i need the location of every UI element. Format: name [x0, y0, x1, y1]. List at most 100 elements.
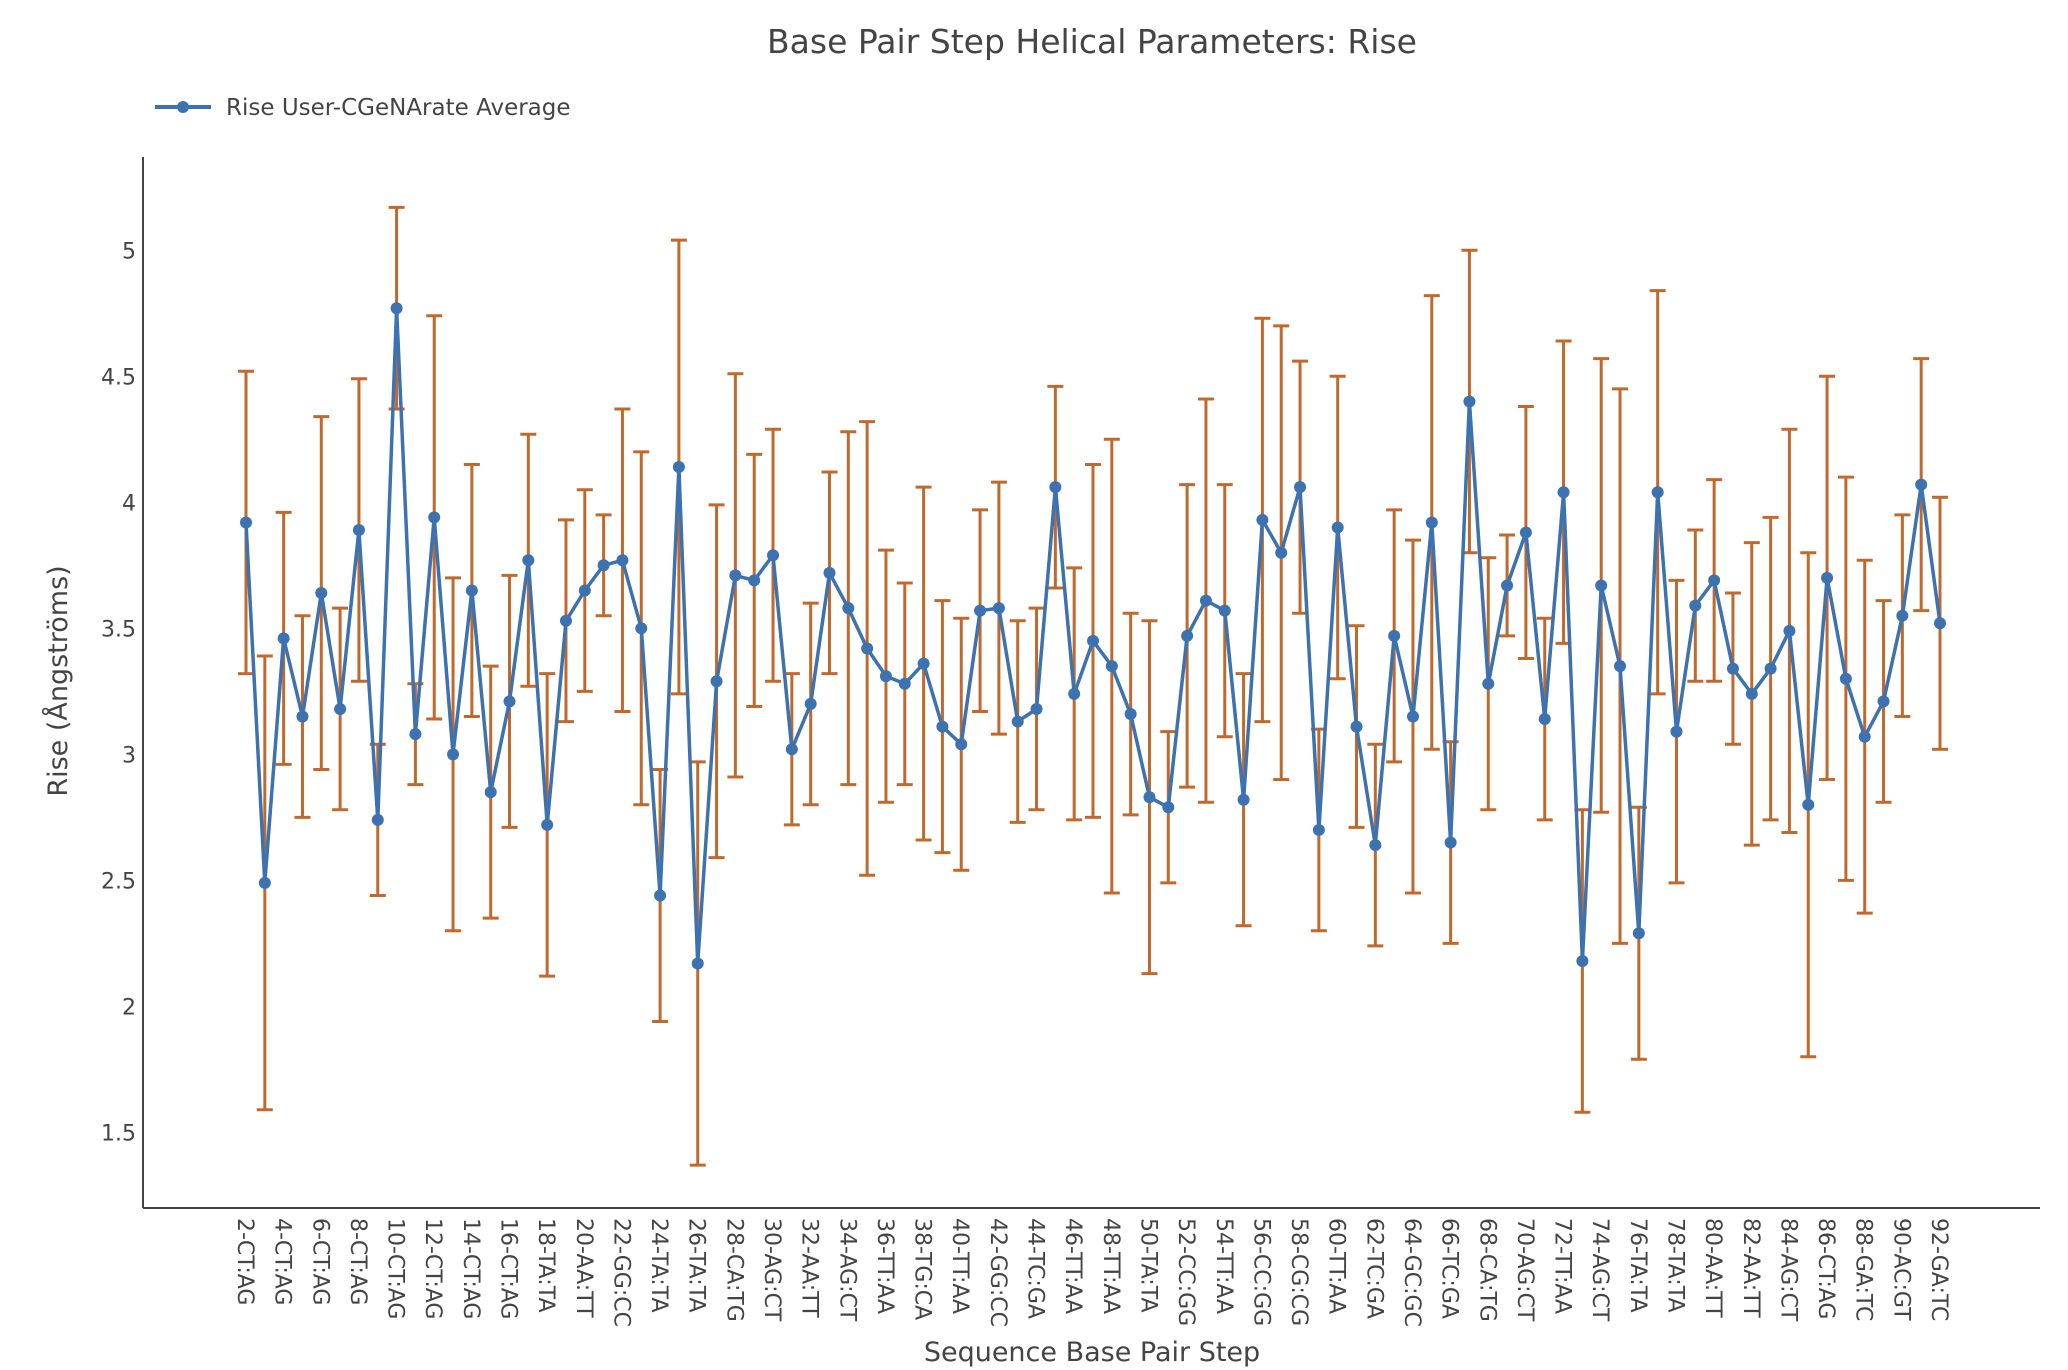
legend-marker-swatch	[177, 101, 189, 113]
data-point	[409, 728, 422, 741]
data-point	[785, 743, 798, 756]
x-tick-label: 48-TT:AA	[1098, 1218, 1123, 1314]
x-tick-label: 46-TT:AA	[1060, 1218, 1085, 1314]
data-point	[1199, 594, 1212, 607]
x-tick-label: 6-CT:AG	[307, 1218, 332, 1305]
y-tick-label: 4	[122, 491, 136, 516]
x-tick-label: 4-CT:AG	[270, 1218, 295, 1305]
data-point	[1670, 725, 1683, 738]
data-point	[1915, 478, 1928, 491]
data-point	[955, 738, 968, 751]
data-point	[1783, 624, 1796, 637]
legend-label: Rise User-CGeNArate Average	[226, 95, 571, 121]
data-point	[710, 675, 723, 688]
x-tick-label: 36-TT:AA	[872, 1218, 897, 1314]
x-tick-label: 12-CT:AG	[420, 1218, 445, 1319]
x-tick-label: 24-TA:TA	[646, 1218, 671, 1313]
data-point	[1896, 609, 1909, 622]
data-point	[1388, 629, 1401, 642]
data-point	[1463, 395, 1476, 408]
data-point	[672, 461, 685, 474]
data-point	[1839, 672, 1852, 685]
x-tick-label: 54-TT:AA	[1211, 1218, 1236, 1314]
x-tick-label: 28-CA:TG	[721, 1218, 746, 1322]
data-point	[804, 697, 817, 710]
data-point	[465, 584, 478, 597]
data-point	[1745, 687, 1758, 700]
data-point	[1557, 486, 1570, 499]
x-tick-label: 92-GA:TC	[1926, 1218, 1951, 1321]
data-point	[1105, 660, 1118, 673]
data-point	[578, 584, 591, 597]
data-point	[1369, 839, 1382, 852]
data-point	[315, 587, 328, 600]
x-tick-label: 18-TA:TA	[533, 1218, 558, 1313]
x-tick-label: 62-TC:GA	[1361, 1218, 1386, 1319]
data-point	[447, 748, 460, 761]
x-tick-label: 82-AA:TT	[1738, 1218, 1763, 1318]
x-tick-label: 70-AG:CT	[1512, 1218, 1537, 1322]
data-point	[1821, 571, 1834, 584]
data-point	[1237, 793, 1250, 806]
x-tick-label: 40-TT:AA	[947, 1218, 972, 1314]
x-tick-label: 44-TC:GA	[1023, 1218, 1048, 1319]
data-point	[974, 604, 987, 617]
y-tick-label: 1.5	[101, 1121, 136, 1146]
x-tick-label: 78-TA:TA	[1662, 1218, 1687, 1313]
y-tick-label: 4.5	[101, 365, 136, 390]
data-point	[1614, 660, 1627, 673]
x-axis-title: Sequence Base Pair Step	[924, 1337, 1260, 1368]
data-point	[484, 786, 497, 799]
data-point	[1632, 927, 1645, 940]
data-point	[597, 559, 610, 572]
data-point	[1726, 662, 1739, 675]
data-point	[1087, 634, 1099, 647]
x-tick-label: 26-TA:TA	[684, 1218, 709, 1313]
data-point	[635, 622, 648, 635]
y-tick-label: 3	[122, 743, 136, 768]
x-tick-label: 86-CT:AG	[1813, 1218, 1838, 1319]
data-point	[1519, 526, 1532, 539]
data-point	[1482, 677, 1495, 690]
axes	[142, 157, 2040, 1209]
data-point	[559, 614, 572, 627]
data-point	[1802, 798, 1815, 811]
data-point	[1538, 713, 1551, 726]
data-point	[1877, 695, 1890, 708]
data-point	[616, 554, 629, 567]
x-tick-label: 14-CT:AG	[458, 1218, 483, 1319]
y-axis-title: Rise (Ångströms)	[42, 565, 74, 796]
data-point	[1331, 521, 1344, 534]
x-tick-label: 34-AG:CT	[834, 1218, 859, 1322]
chart-title: Base Pair Step Helical Parameters: Rise	[767, 22, 1417, 61]
x-tick-label: 10-CT:AG	[383, 1218, 408, 1319]
x-tick-label: 38-TG:CA	[910, 1218, 935, 1320]
data-point	[654, 889, 667, 902]
x-tick-labels: 2-CT:AG 4-CT:AG 6-CT:AG 8-CT:AG 10-CT:AG 12-C…	[232, 1218, 1951, 1327]
data-point	[823, 566, 836, 579]
y-tick-label: 5	[122, 239, 136, 264]
data-point	[1011, 715, 1024, 728]
y-tick-label: 3.5	[101, 617, 136, 642]
series-rise	[240, 302, 1946, 970]
y-tick-label: 2.5	[101, 869, 136, 894]
data-point	[1049, 481, 1062, 494]
error-bars	[238, 205, 1948, 1167]
x-tick-label: 90-AC:GT	[1888, 1218, 1913, 1321]
data-point	[296, 710, 309, 723]
x-tick-label: 50-TA:TA	[1135, 1218, 1160, 1313]
x-tick-label: 60-TT:AA	[1324, 1218, 1349, 1314]
data-point	[1595, 579, 1608, 592]
data-point	[352, 524, 365, 537]
data-point	[691, 957, 704, 970]
data-point	[334, 702, 347, 715]
data-point	[879, 670, 892, 683]
data-point	[898, 677, 911, 690]
data-point	[428, 511, 441, 524]
data-point	[503, 695, 516, 708]
data-point	[1181, 629, 1194, 642]
data-point	[1312, 823, 1325, 836]
data-point	[390, 302, 403, 315]
data-point	[1708, 574, 1721, 587]
